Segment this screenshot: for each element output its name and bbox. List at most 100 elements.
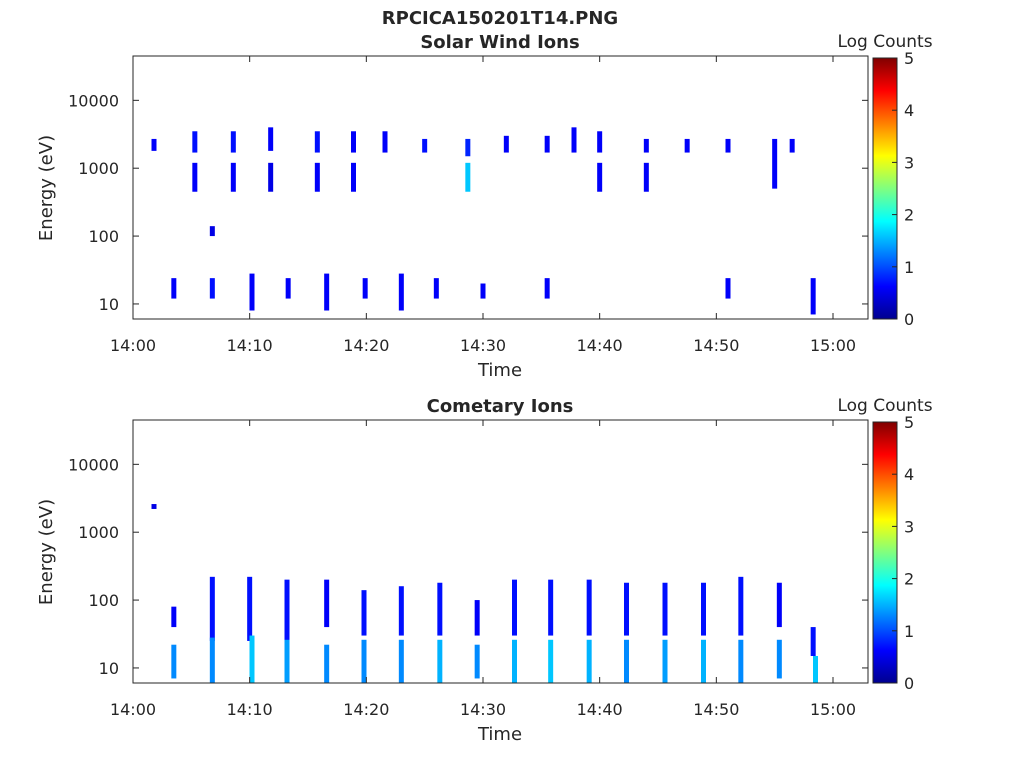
data-cell bbox=[772, 138, 778, 189]
data-cell bbox=[480, 283, 486, 299]
colorbar-tick-label: 5 bbox=[904, 413, 914, 432]
colorbar-tick-label: 4 bbox=[904, 101, 914, 120]
colorbar-label: Log Counts bbox=[837, 396, 932, 416]
data-cell bbox=[398, 273, 404, 311]
data-cell bbox=[433, 278, 439, 299]
data-cell bbox=[701, 582, 706, 636]
solar-wind-data-marks bbox=[151, 127, 816, 315]
x-tick-label: 15:00 bbox=[810, 336, 856, 355]
data-cell bbox=[571, 127, 577, 153]
data-cell bbox=[586, 579, 592, 636]
data-cell bbox=[662, 639, 668, 683]
x-ticks: 14:00 14:10 14:20 14:30 14:40 14:50 15:00 bbox=[110, 420, 856, 719]
colorbar-tick-label: 0 bbox=[904, 674, 914, 693]
data-cell bbox=[324, 579, 330, 628]
data-cell bbox=[643, 162, 649, 192]
colorbar-ticks: 0 1 2 3 4 5 bbox=[892, 49, 914, 329]
data-cell bbox=[548, 579, 554, 636]
colorbar-tick-label: 0 bbox=[904, 310, 914, 329]
data-cell bbox=[503, 135, 509, 153]
colorbar-tick-label: 2 bbox=[904, 206, 914, 225]
data-cell bbox=[465, 162, 471, 192]
data-cell bbox=[209, 226, 215, 237]
data-cell bbox=[597, 162, 603, 192]
data-cell bbox=[643, 138, 649, 153]
y-tick-label: 1000 bbox=[78, 523, 119, 542]
x-tick-label: 15:00 bbox=[810, 700, 856, 719]
data-cell bbox=[209, 278, 215, 299]
data-cell bbox=[209, 637, 215, 683]
y-ticks: 10 100 1000 10000 bbox=[68, 455, 868, 678]
data-cell bbox=[624, 582, 629, 636]
data-cell bbox=[474, 600, 480, 636]
data-cell bbox=[544, 135, 550, 153]
data-cell bbox=[738, 576, 744, 636]
data-cell bbox=[171, 606, 177, 628]
x-tick-label: 14:20 bbox=[343, 336, 389, 355]
data-cell bbox=[249, 635, 255, 683]
data-cell bbox=[544, 278, 550, 299]
data-cell bbox=[789, 138, 795, 153]
data-cell bbox=[810, 278, 816, 315]
data-cell bbox=[171, 644, 177, 679]
data-cell bbox=[361, 639, 367, 683]
data-cell bbox=[776, 639, 782, 679]
x-tick-label: 14:30 bbox=[460, 336, 506, 355]
data-cell bbox=[422, 138, 428, 153]
colorbar-label: Log Counts bbox=[837, 32, 932, 52]
data-cell bbox=[398, 586, 404, 636]
data-cell bbox=[382, 131, 388, 153]
data-cell bbox=[247, 576, 253, 641]
data-cell bbox=[512, 639, 517, 683]
data-cell bbox=[725, 138, 731, 153]
x-axis-label: Time bbox=[477, 360, 522, 381]
y-tick-label: 100 bbox=[88, 591, 119, 610]
y-tick-label: 10000 bbox=[68, 455, 119, 474]
data-cell bbox=[230, 162, 236, 192]
colorbar-ticks: 0 1 2 3 4 5 bbox=[892, 413, 914, 693]
y-tick-label: 10000 bbox=[68, 91, 119, 110]
data-cell bbox=[314, 131, 320, 153]
y-tick-label: 10 bbox=[99, 659, 119, 678]
data-cell bbox=[662, 582, 668, 636]
x-tick-label: 14:40 bbox=[577, 700, 623, 719]
colorbar-tick-label: 2 bbox=[904, 570, 914, 589]
data-cell bbox=[314, 162, 320, 192]
data-cell bbox=[701, 639, 706, 683]
colorbar-tick-label: 5 bbox=[904, 49, 914, 68]
cometary-data-marks bbox=[151, 504, 818, 683]
data-cell bbox=[249, 273, 255, 311]
data-cell bbox=[268, 162, 274, 192]
x-tick-label: 14:20 bbox=[343, 700, 389, 719]
data-cell bbox=[512, 579, 517, 636]
data-cell bbox=[284, 579, 290, 641]
data-cell bbox=[465, 138, 471, 157]
x-tick-label: 14:10 bbox=[227, 336, 273, 355]
data-cell bbox=[684, 138, 690, 153]
data-cell bbox=[230, 131, 236, 153]
data-cell bbox=[813, 655, 818, 683]
chart-title: Cometary Ions bbox=[427, 396, 574, 417]
x-tick-label: 14:40 bbox=[577, 336, 623, 355]
data-cell bbox=[285, 278, 291, 299]
data-cell bbox=[725, 278, 731, 299]
data-cell bbox=[171, 278, 177, 299]
data-cell bbox=[268, 127, 274, 151]
data-cell bbox=[151, 504, 157, 509]
y-tick-label: 1000 bbox=[78, 159, 119, 178]
y-ticks: 10 100 1000 10000 bbox=[68, 91, 868, 314]
colorbar-tick-label: 3 bbox=[904, 153, 914, 172]
colorbar bbox=[872, 421, 898, 684]
data-cell bbox=[437, 639, 443, 683]
data-cell bbox=[437, 582, 443, 636]
colorbar bbox=[872, 57, 898, 320]
data-cell bbox=[398, 639, 404, 683]
data-cell bbox=[597, 131, 603, 153]
colorbar-tick-label: 4 bbox=[904, 465, 914, 484]
data-cell bbox=[362, 278, 368, 299]
colorbar-tick-label: 1 bbox=[904, 622, 914, 641]
plot-frame bbox=[132, 419, 869, 684]
data-cell bbox=[324, 644, 330, 683]
